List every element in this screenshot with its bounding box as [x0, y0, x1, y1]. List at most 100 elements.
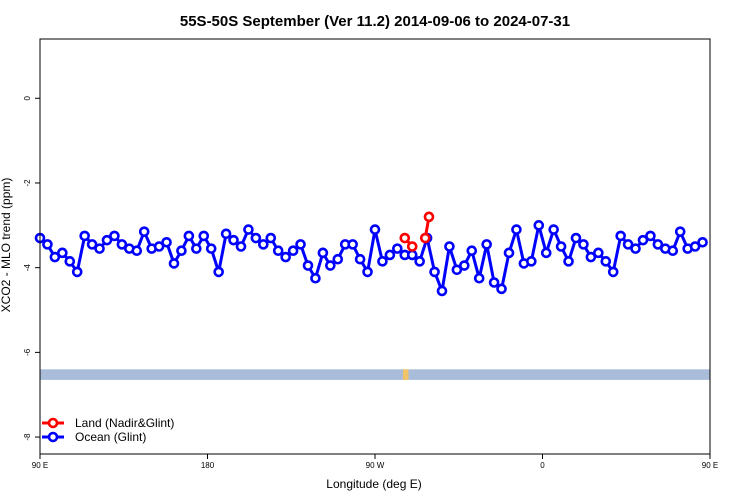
- ocean-point: [86, 239, 98, 250]
- ocean-point: [79, 230, 90, 242]
- ocean-point: [563, 256, 574, 267]
- ocean-point: [243, 224, 254, 235]
- ocean-point: [511, 224, 522, 235]
- y-tick-label: -4: [23, 264, 32, 272]
- ocean-point: [473, 272, 485, 284]
- y-tick-label: 0: [23, 96, 32, 101]
- ocean-point: [310, 272, 321, 284]
- ocean-point: [183, 230, 195, 242]
- ocean-point: [570, 232, 582, 244]
- ocean-point: [198, 230, 210, 242]
- ocean-point: [540, 247, 552, 259]
- ocean-point: [406, 249, 418, 261]
- ocean-point: [325, 260, 336, 271]
- ocean-point: [451, 264, 463, 276]
- ocean-point: [138, 226, 150, 237]
- ocean-point: [578, 239, 589, 250]
- ocean-point: [377, 256, 388, 267]
- ocean-point: [384, 249, 396, 261]
- ocean-point: [49, 251, 61, 263]
- land-point: [406, 241, 418, 252]
- land-series: [399, 211, 435, 252]
- ocean-point: [250, 232, 262, 244]
- y-tick-label: -2: [23, 179, 32, 187]
- ocean-point: [42, 239, 53, 250]
- legend-label: Ocean (Glint): [75, 430, 146, 444]
- ocean-point: [302, 260, 314, 271]
- ocean-point: [496, 283, 507, 295]
- ocean-point: [674, 226, 686, 237]
- legend-swatch-marker: [47, 417, 59, 429]
- ocean-point: [689, 241, 701, 252]
- ocean-point: [168, 258, 180, 269]
- ocean-point: [637, 234, 649, 246]
- ocean-point: [94, 243, 105, 254]
- ocean-point: [488, 277, 500, 288]
- land-point: [423, 211, 435, 223]
- ocean-point: [354, 253, 366, 265]
- ocean-point: [459, 260, 470, 271]
- ocean-point: [295, 239, 306, 250]
- ocean-point: [607, 266, 619, 278]
- y-tick-label: -6: [23, 348, 32, 356]
- legend-item-land: Land (Nadir&Glint): [42, 416, 174, 430]
- ocean-point: [280, 251, 291, 263]
- ocean-point: [555, 241, 567, 252]
- ocean-point: [57, 247, 68, 259]
- x-tick-label: 90 W: [366, 461, 385, 470]
- ocean-point: [622, 239, 634, 250]
- ocean-point: [176, 245, 187, 257]
- x-tick-label: 180: [201, 461, 215, 470]
- x-tick-label: 0: [540, 461, 545, 470]
- ocean-point: [153, 241, 165, 252]
- ocean-point: [272, 245, 284, 257]
- ocean-point: [429, 266, 440, 278]
- ocean-point: [71, 266, 83, 278]
- ocean-point: [191, 243, 202, 254]
- x-tick-label: 90 E: [32, 461, 48, 470]
- ocean-point: [109, 230, 120, 242]
- legend-item-ocean: Ocean (Glint): [42, 430, 146, 444]
- land-band-strip: [40, 369, 710, 380]
- ocean-point: [503, 247, 515, 259]
- ocean-point: [258, 239, 269, 250]
- land-band: [40, 369, 710, 380]
- series-layer: [34, 211, 708, 297]
- y-tick-label: -8: [23, 433, 32, 441]
- ocean-point: [287, 245, 299, 257]
- ocean-point: [116, 239, 128, 250]
- ocean-point: [436, 285, 448, 297]
- ocean-point: [131, 245, 143, 257]
- ocean-point: [466, 245, 478, 257]
- ocean-point: [332, 253, 344, 265]
- ocean-point: [444, 241, 455, 252]
- ocean-point: [213, 266, 224, 278]
- legend-label: Land (Nadir&Glint): [75, 416, 174, 430]
- ocean-point: [533, 220, 545, 231]
- ocean-point: [697, 236, 708, 248]
- ocean-point: [600, 256, 612, 267]
- legend-swatch-marker: [47, 431, 59, 443]
- ocean-point: [205, 243, 217, 254]
- ocean-point: [593, 247, 604, 259]
- x-axis-ticks: 90 E 180 90 W 0 90 E: [32, 454, 718, 470]
- ocean-point: [414, 256, 425, 267]
- ocean-point: [645, 230, 656, 242]
- ocean-point: [265, 232, 277, 244]
- ocean-point: [347, 239, 358, 250]
- y-axis-ticks: 0 -2 -4 -6 -8: [23, 96, 40, 441]
- ocean-point: [220, 228, 232, 240]
- ocean-point: [235, 241, 247, 252]
- plot-frame: [39, 38, 711, 455]
- ocean-point: [630, 243, 641, 254]
- legend: Land (Nadir&Glint)Ocean (Glint): [42, 416, 174, 444]
- ocean-point: [362, 266, 373, 278]
- land-band-highlight: [402, 369, 409, 380]
- ocean-point: [369, 224, 381, 235]
- ocean-point: [481, 239, 492, 250]
- ocean-point: [101, 234, 113, 246]
- chart-title: 55S-50S September (Ver 11.2) 2014-09-06 …: [180, 13, 570, 30]
- ocean-point: [548, 224, 559, 235]
- ocean-point: [652, 239, 664, 250]
